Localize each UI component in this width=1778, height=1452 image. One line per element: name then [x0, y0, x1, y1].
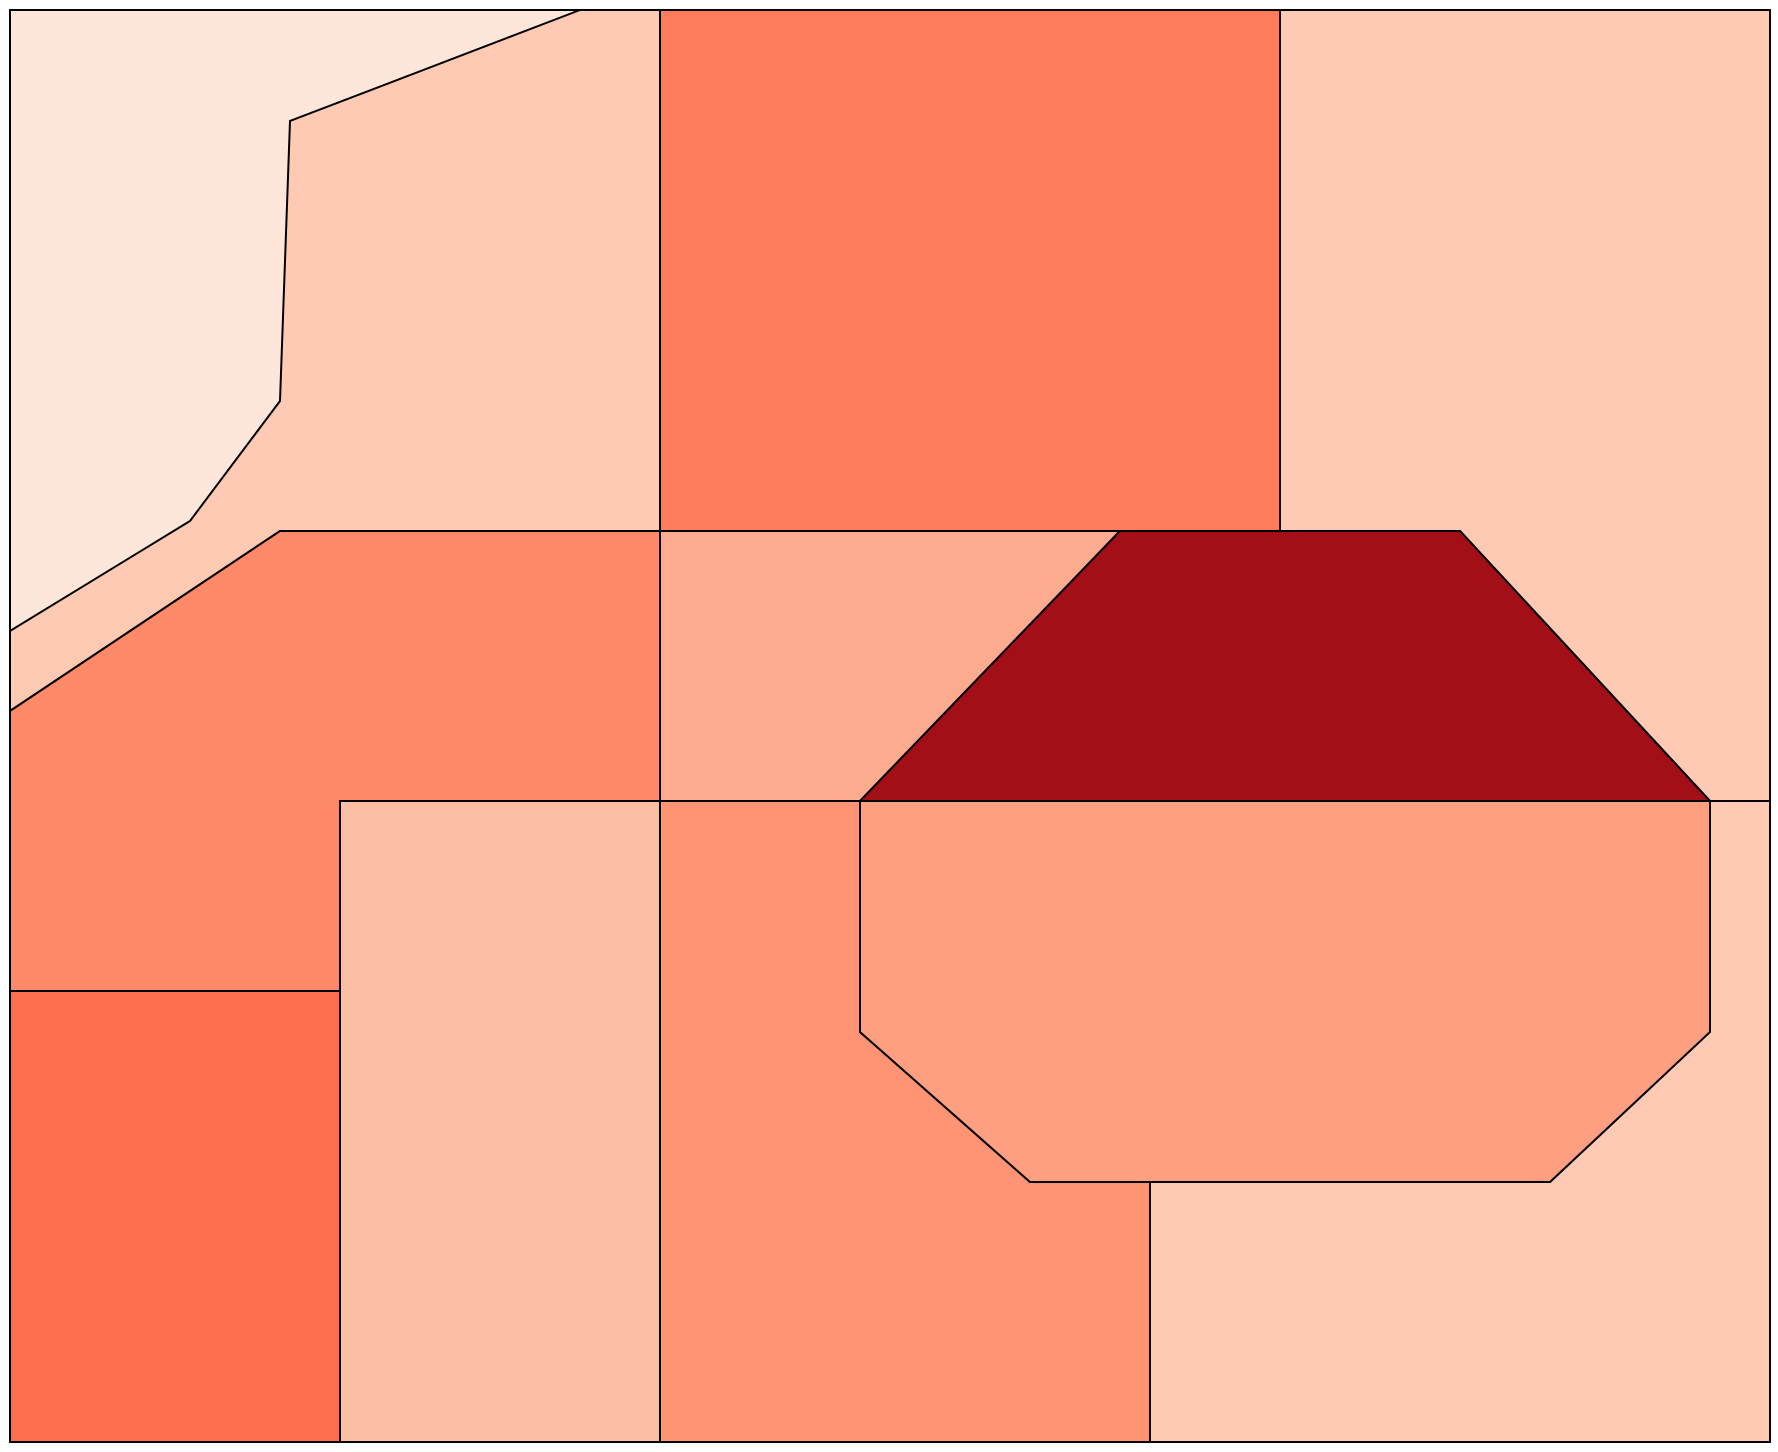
region-bottom-left[interactable] — [9, 990, 341, 1443]
map-frame — [9, 9, 1771, 1443]
region-top-center[interactable] — [659, 9, 1281, 532]
region-octagon[interactable] — [859, 800, 1711, 1183]
region-bottom-left-center[interactable] — [339, 800, 661, 1443]
